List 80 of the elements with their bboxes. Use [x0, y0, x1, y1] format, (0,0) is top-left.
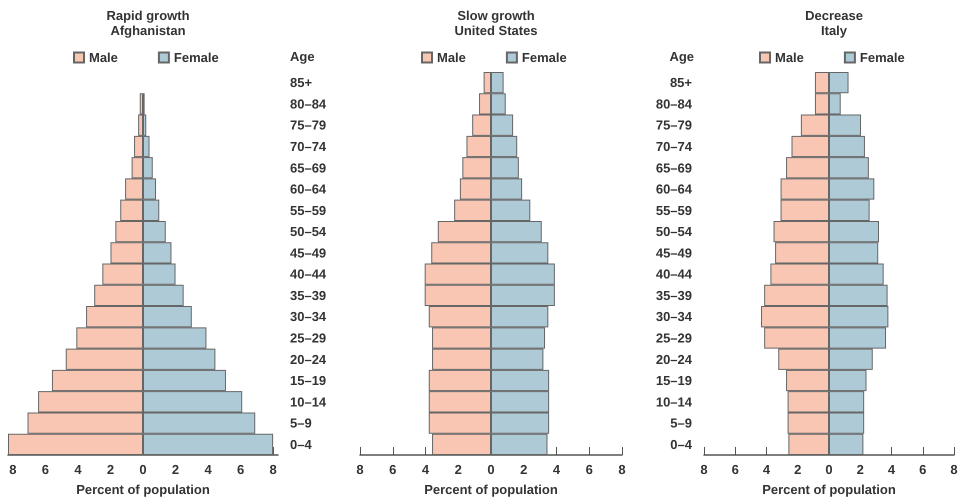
x-tick-label: 2 — [454, 462, 462, 477]
legend-label: Female — [522, 50, 567, 65]
chart-subtitle: Italy — [820, 23, 848, 38]
y-tick-label: 60–64 — [656, 182, 693, 197]
x-tick-label: 6 — [389, 462, 396, 477]
x-tick-label: 2 — [172, 462, 180, 477]
y-tick-label: 40–44 — [290, 266, 327, 282]
x-tick-label: 4 — [552, 462, 561, 477]
y-tick-label: 35–39 — [656, 288, 692, 303]
y-axis-title: Age — [290, 49, 315, 64]
y-tick-label: 0–4 — [670, 436, 693, 452]
legend-label: Female — [860, 50, 905, 65]
chart-title: Slow growth — [457, 8, 535, 23]
y-tick-label: 30–34 — [290, 309, 327, 324]
y-tick-label: 0–4 — [290, 436, 312, 452]
x-tick-label: 2 — [520, 462, 528, 477]
x-axis-title: Percent of population — [762, 482, 896, 497]
x-tick-label: 0 — [487, 462, 495, 477]
x-tick-label: 0 — [825, 462, 833, 477]
x-tick-label: 8 — [618, 462, 626, 477]
y-tick-label: 75–79 — [290, 118, 326, 133]
x-tick-label: 2 — [106, 462, 114, 477]
y-tick-label: 25–29 — [656, 330, 692, 346]
y-tick-label: 50–54 — [656, 224, 693, 240]
x-tick-label: 4 — [888, 462, 896, 477]
x-tick-label: 8 — [356, 462, 364, 477]
y-tick-label: 15–19 — [290, 373, 326, 388]
y-tick-label: 15–19 — [656, 373, 692, 388]
x-tick-label: 8 — [9, 462, 16, 477]
x-tick-label: 0 — [139, 462, 147, 477]
y-tick-label: 25–29 — [290, 330, 326, 346]
y-tick-label: 20–24 — [290, 352, 327, 367]
y-tick-label: 60–64 — [290, 182, 327, 197]
legend-label: Male — [437, 50, 466, 65]
legend-label: Male — [775, 50, 804, 65]
y-tick-label: 50–54 — [290, 224, 327, 240]
y-tick-label: 65–69 — [290, 160, 326, 176]
y-tick-label: 10–14 — [290, 394, 327, 410]
y-tick-label: 75–79 — [656, 118, 692, 133]
x-tick-label: 6 — [42, 462, 50, 477]
legend-label: Male — [89, 50, 118, 65]
x-tick-label: 2 — [794, 462, 802, 477]
y-tick-label: 20–24 — [656, 352, 693, 367]
y-tick-label: 40–44 — [656, 266, 693, 282]
chart-title: Rapid growth — [106, 8, 190, 23]
x-tick-label: 2 — [856, 462, 864, 477]
y-tick-label: 5–9 — [290, 416, 312, 431]
x-tick-label: 4 — [422, 462, 430, 477]
y-tick-label: 10–14 — [656, 394, 693, 410]
y-tick-label: 55–59 — [290, 202, 326, 218]
y-tick-label: 5–9 — [670, 416, 692, 431]
y-tick-label: 30–34 — [656, 309, 693, 324]
legend-label: Female — [174, 50, 219, 65]
x-tick-label: 6 — [236, 462, 244, 477]
x-tick-label: 8 — [950, 462, 958, 477]
x-tick-label: 4 — [204, 462, 212, 477]
x-tick-label: 6 — [919, 462, 926, 477]
x-tick-label: 8 — [700, 462, 708, 477]
y-tick-label: 85+ — [290, 75, 312, 90]
y-tick-label: 45–49 — [290, 245, 326, 260]
y-tick-label: 70–74 — [656, 138, 693, 154]
chart-subtitle: Afghanistan — [110, 23, 186, 38]
x-axis-title: Percent of population — [76, 482, 210, 497]
x-tick-label: 6 — [586, 462, 593, 477]
x-tick-label: 4 — [74, 462, 82, 477]
x-axis-title: Percent of population — [424, 482, 558, 497]
y-tick-label: 80–84 — [656, 96, 693, 112]
y-tick-label: 70–74 — [290, 138, 327, 154]
chart-subtitle: United States — [454, 23, 538, 38]
y-tick-label: 35–39 — [290, 288, 326, 303]
y-tick-label: 65–69 — [656, 160, 692, 176]
y-tick-label: 80–84 — [290, 96, 327, 112]
y-axis-title: Age — [669, 49, 694, 64]
x-tick-label: 8 — [270, 462, 277, 477]
y-tick-label: 85+ — [670, 75, 692, 90]
x-tick-label: 4 — [762, 462, 771, 477]
x-tick-label: 6 — [732, 462, 739, 477]
chart-title: Decrease — [805, 8, 863, 23]
y-tick-label: 55–59 — [656, 202, 692, 218]
y-tick-label: 45–49 — [656, 245, 692, 260]
